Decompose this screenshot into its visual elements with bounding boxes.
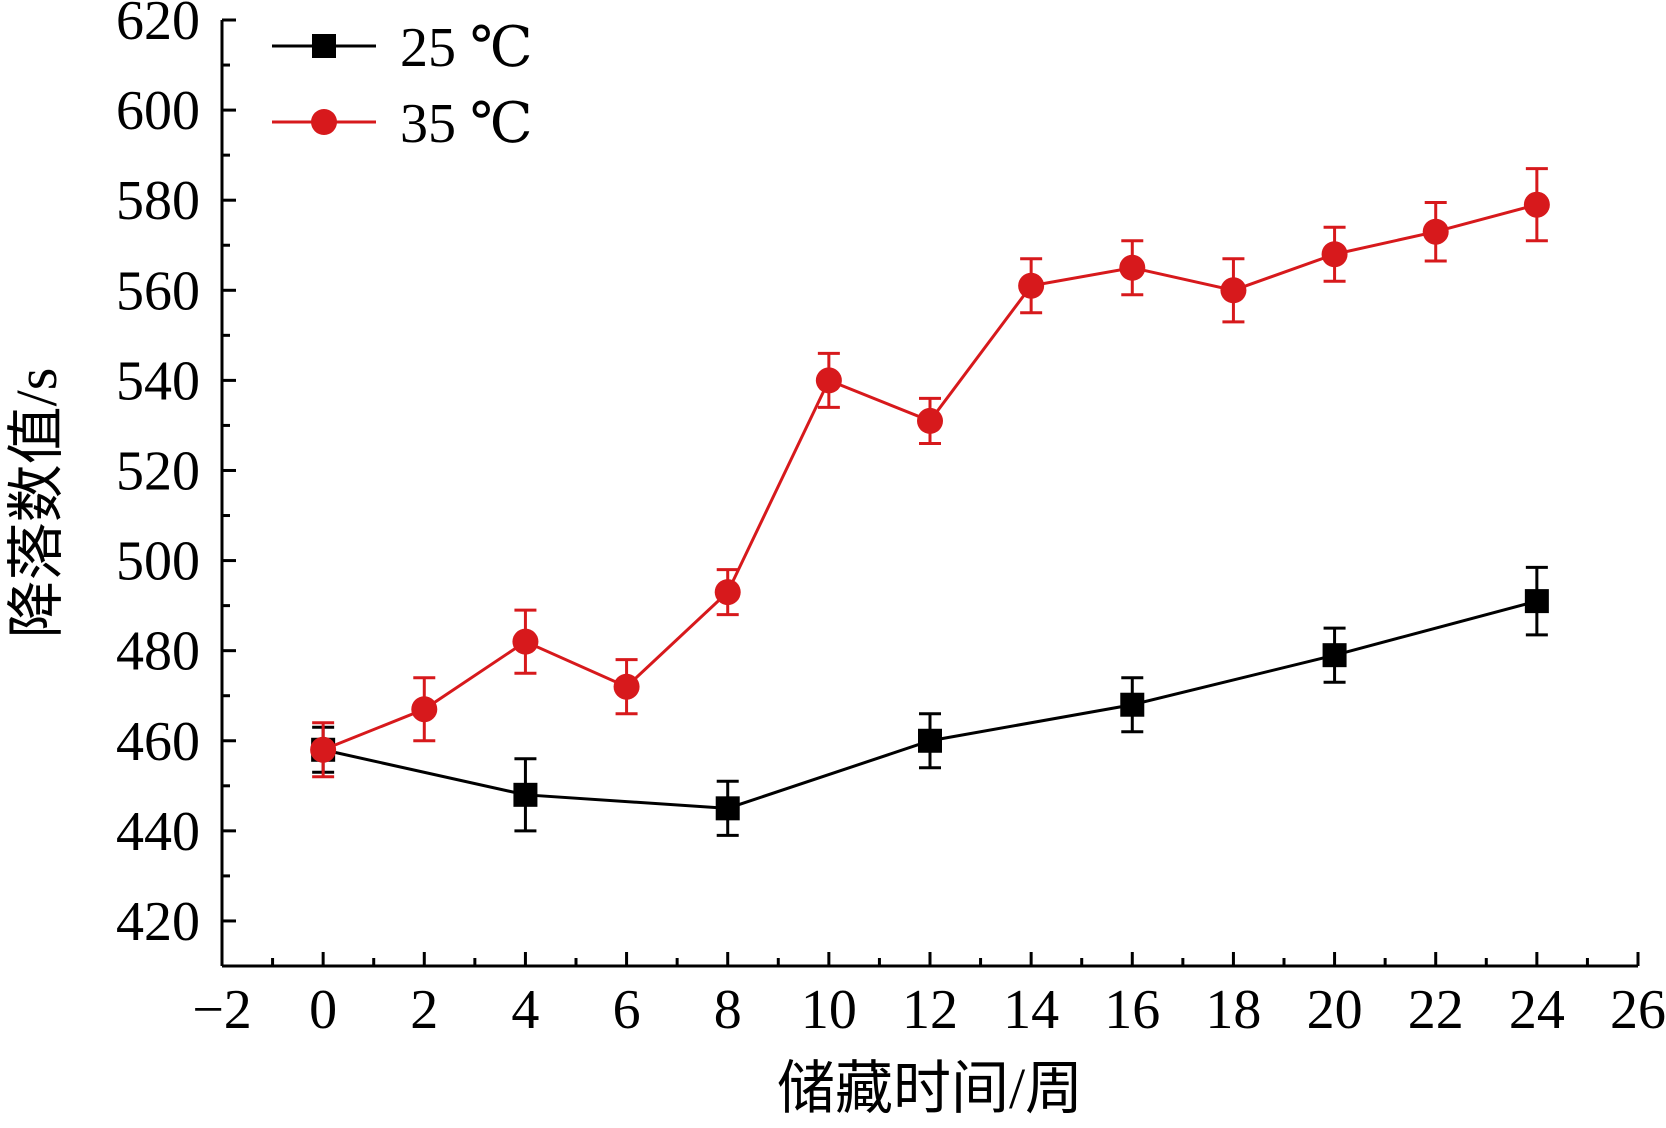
data-point	[1119, 254, 1146, 281]
x-tick-label: 2	[410, 979, 438, 1041]
data-point	[512, 628, 539, 655]
x-tick-label: 10	[801, 979, 857, 1041]
x-tick-label: 14	[1003, 979, 1059, 1041]
x-tick-label: 26	[1610, 979, 1666, 1041]
legend-label: 25 ℃	[400, 17, 533, 79]
y-ticks: 420 440 460 480 500 520 540 560 580 600 620	[116, 0, 236, 968]
data-point	[1018, 272, 1045, 299]
data-point	[1322, 643, 1347, 668]
x-tick-label: 24	[1509, 979, 1565, 1041]
x-tick-label: −2	[192, 979, 252, 1041]
data-point	[715, 796, 740, 821]
data-point	[411, 696, 438, 723]
legend-item: 25 ℃	[272, 17, 533, 79]
series-1	[311, 565, 1549, 837]
y-tick-label: 420	[116, 891, 200, 953]
x-tick-label: 0	[309, 979, 337, 1041]
y-tick-label: 540	[116, 350, 200, 412]
y-tick-label: 580	[116, 170, 200, 232]
data-point	[917, 407, 943, 434]
legend-marker	[312, 34, 336, 58]
x-tick-label: 16	[1104, 979, 1160, 1041]
legend-item: 35 ℃	[272, 93, 533, 155]
data-point	[1321, 241, 1348, 268]
axes	[220, 20, 1638, 968]
series-2	[310, 167, 1550, 779]
series-layer	[310, 167, 1550, 837]
legend-label: 35 ℃	[400, 93, 533, 155]
x-axis-title: 储藏时间/周	[777, 1056, 1083, 1121]
legend: 25 ℃ 35 ℃	[272, 17, 533, 155]
data-point	[714, 579, 741, 606]
legend-marker	[311, 109, 337, 135]
x-tick-label: 20	[1307, 979, 1363, 1041]
data-point	[1422, 218, 1449, 245]
y-tick-label: 440	[116, 801, 200, 863]
x-tick-label: 18	[1205, 979, 1261, 1041]
x-tick-label: 4	[511, 979, 539, 1041]
data-point	[613, 673, 640, 700]
y-axis-title: 降落数值/s	[4, 368, 69, 639]
series-line	[322, 203, 1538, 752]
data-point	[1220, 277, 1247, 304]
y-tick-label: 620	[116, 0, 200, 52]
y-tick-label: 520	[116, 440, 200, 502]
data-point	[1120, 692, 1145, 717]
x-ticks: −2 0 2 4 6 8 10 12 14 16 18 20 22 24 26	[192, 952, 1666, 1041]
y-tick-label: 560	[116, 260, 200, 322]
y-tick-label: 600	[116, 80, 200, 142]
data-point	[1523, 191, 1550, 218]
x-tick-label: 22	[1408, 979, 1464, 1041]
y-tick-label: 480	[116, 621, 200, 683]
data-point	[815, 367, 842, 394]
y-tick-label: 500	[116, 531, 200, 593]
series-line	[322, 599, 1538, 810]
data-point	[1524, 589, 1549, 614]
data-point	[513, 782, 538, 807]
data-point	[310, 736, 337, 763]
data-point	[918, 728, 942, 753]
y-tick-label: 460	[116, 711, 200, 773]
x-tick-label: 8	[714, 979, 742, 1041]
x-tick-label: 6	[613, 979, 641, 1041]
x-tick-label: 12	[902, 979, 958, 1041]
